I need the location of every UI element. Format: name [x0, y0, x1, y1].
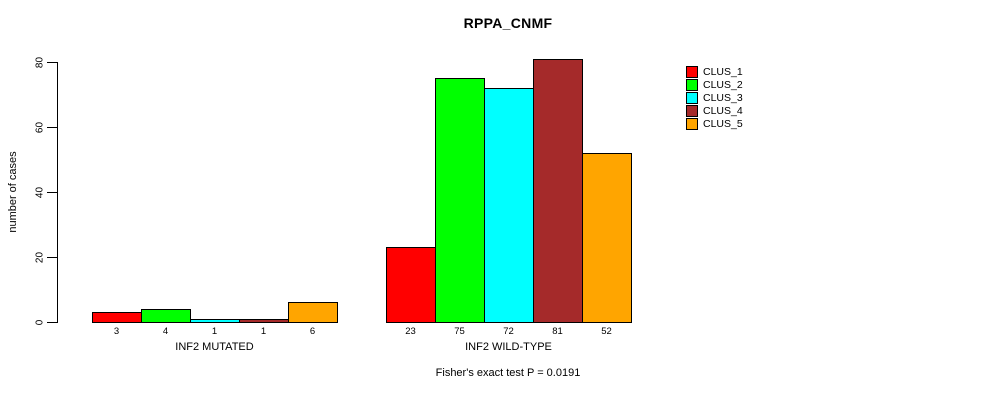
- bar-clus_2-wildtype: [435, 78, 485, 323]
- y-axis-tick-label: 80: [34, 56, 46, 69]
- bar-clus_5-wildtype: [582, 153, 632, 323]
- bar-value-label: 4: [162, 326, 169, 337]
- bar-clus_4-mutated: [239, 319, 289, 323]
- bar-value-label: 6: [309, 326, 316, 337]
- y-axis-tick-label: 40: [34, 186, 46, 199]
- category-label-wildtype: INF2 WILD-TYPE: [465, 341, 552, 353]
- y-axis-tick: [47, 127, 57, 128]
- y-axis-tick-label: 60: [34, 121, 46, 134]
- bar-value-label: 52: [601, 326, 612, 337]
- fisher-test-annotation: Fisher's exact test P = 0.0191: [435, 367, 581, 379]
- category-label-mutated: INF2 MUTATED: [175, 341, 254, 353]
- y-axis-tick: [47, 322, 57, 323]
- chart-title: RPPA_CNMF: [463, 15, 553, 31]
- bar-clus_3-wildtype: [484, 88, 534, 323]
- bar-value-label: 1: [260, 326, 267, 337]
- y-axis-tick-label: 20: [34, 251, 46, 264]
- bar-clus_1-wildtype: [386, 247, 436, 323]
- y-axis-tick-label: 0: [34, 319, 46, 326]
- bar-clus_4-wildtype: [533, 59, 583, 323]
- bar-value-label: 23: [405, 326, 416, 337]
- bar-value-label: 75: [454, 326, 465, 337]
- y-axis-line: [57, 62, 58, 323]
- y-axis-tick: [47, 257, 57, 258]
- y-axis-tick: [47, 192, 57, 193]
- y-axis-tick: [47, 62, 57, 63]
- bar-clus_5-mutated: [288, 302, 338, 323]
- bar-clus_2-mutated: [141, 309, 191, 323]
- bar-value-label: 72: [503, 326, 514, 337]
- bar-clus_3-mutated: [190, 319, 240, 323]
- bar-clus_1-mutated: [92, 312, 142, 323]
- bar-value-label: 3: [113, 326, 120, 337]
- bar-value-label: 1: [211, 326, 218, 337]
- bar-value-label: 81: [552, 326, 563, 337]
